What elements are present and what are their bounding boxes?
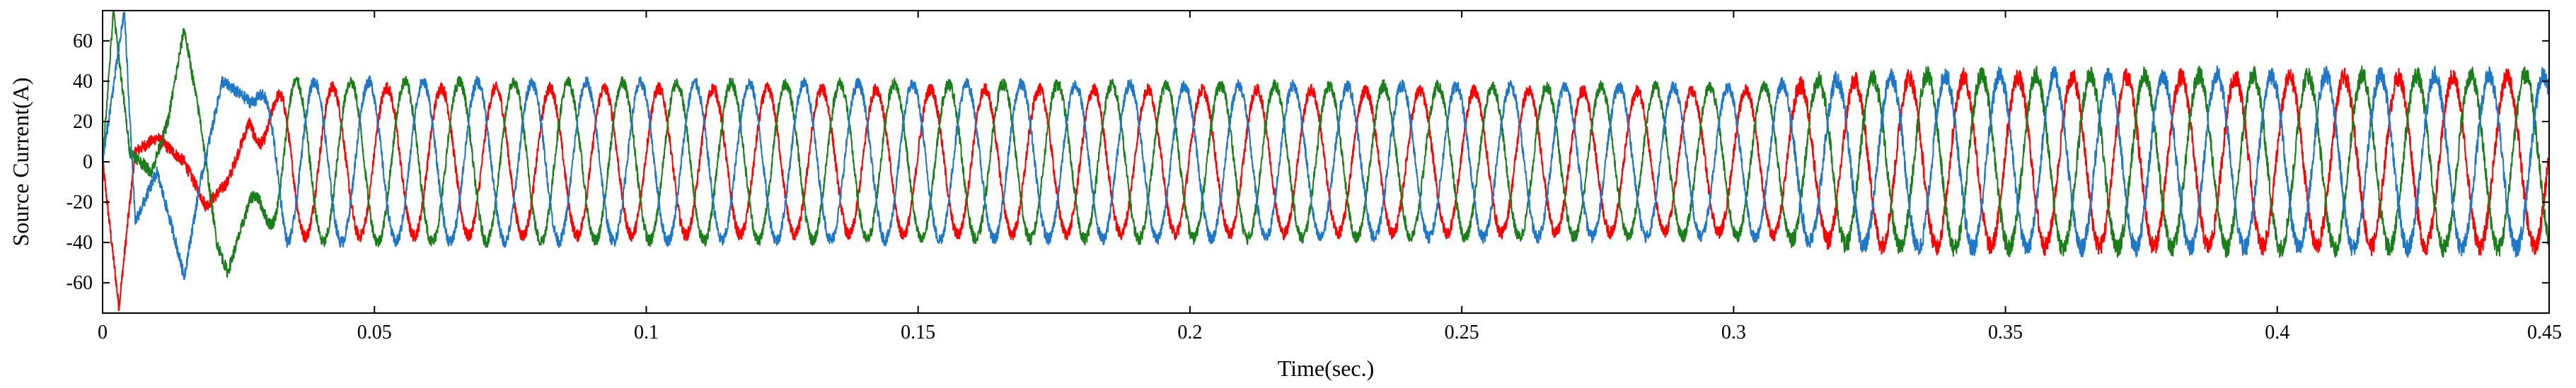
x-tick-label: 0.05 [357,322,392,343]
x-tick-label: 0.2 [1177,322,1202,343]
y-tick-label: 40 [73,71,93,93]
series-line-3 [103,11,2549,281]
x-tick-label: 0.4 [2265,322,2289,343]
y-tick-label: 60 [73,30,93,52]
x-tick-label: 0.45 [2527,322,2562,343]
y-axis-label: Source Current(A) [8,77,33,246]
tick-layer: 0 0.05 0.1 0.15 0.2 0.25 0.3 0.35 0.4 0.45 60 40 20 0… [67,11,2562,343]
x-tick-label: 0.1 [634,322,659,343]
series-line-1 [103,67,2549,312]
y-tick-label: 20 [73,111,93,133]
y-tick-label: -20 [67,192,93,213]
y-tick-label: -60 [67,272,93,294]
y-tick-label: 0 [83,151,93,173]
plot-background [103,11,2549,313]
series-layer [103,11,2549,312]
x-tick-label: 0 [98,322,108,343]
x-tick-label: 0.25 [1445,322,1479,343]
x-tick-label: 0.35 [1988,322,2023,343]
series-line-2 [103,11,2549,278]
x-tick-label: 0.3 [1721,322,1746,343]
x-tick-label: 0.15 [901,322,935,343]
x-axis-label: Time(sec.) [1278,355,1375,381]
y-tick-label: -40 [67,232,93,254]
